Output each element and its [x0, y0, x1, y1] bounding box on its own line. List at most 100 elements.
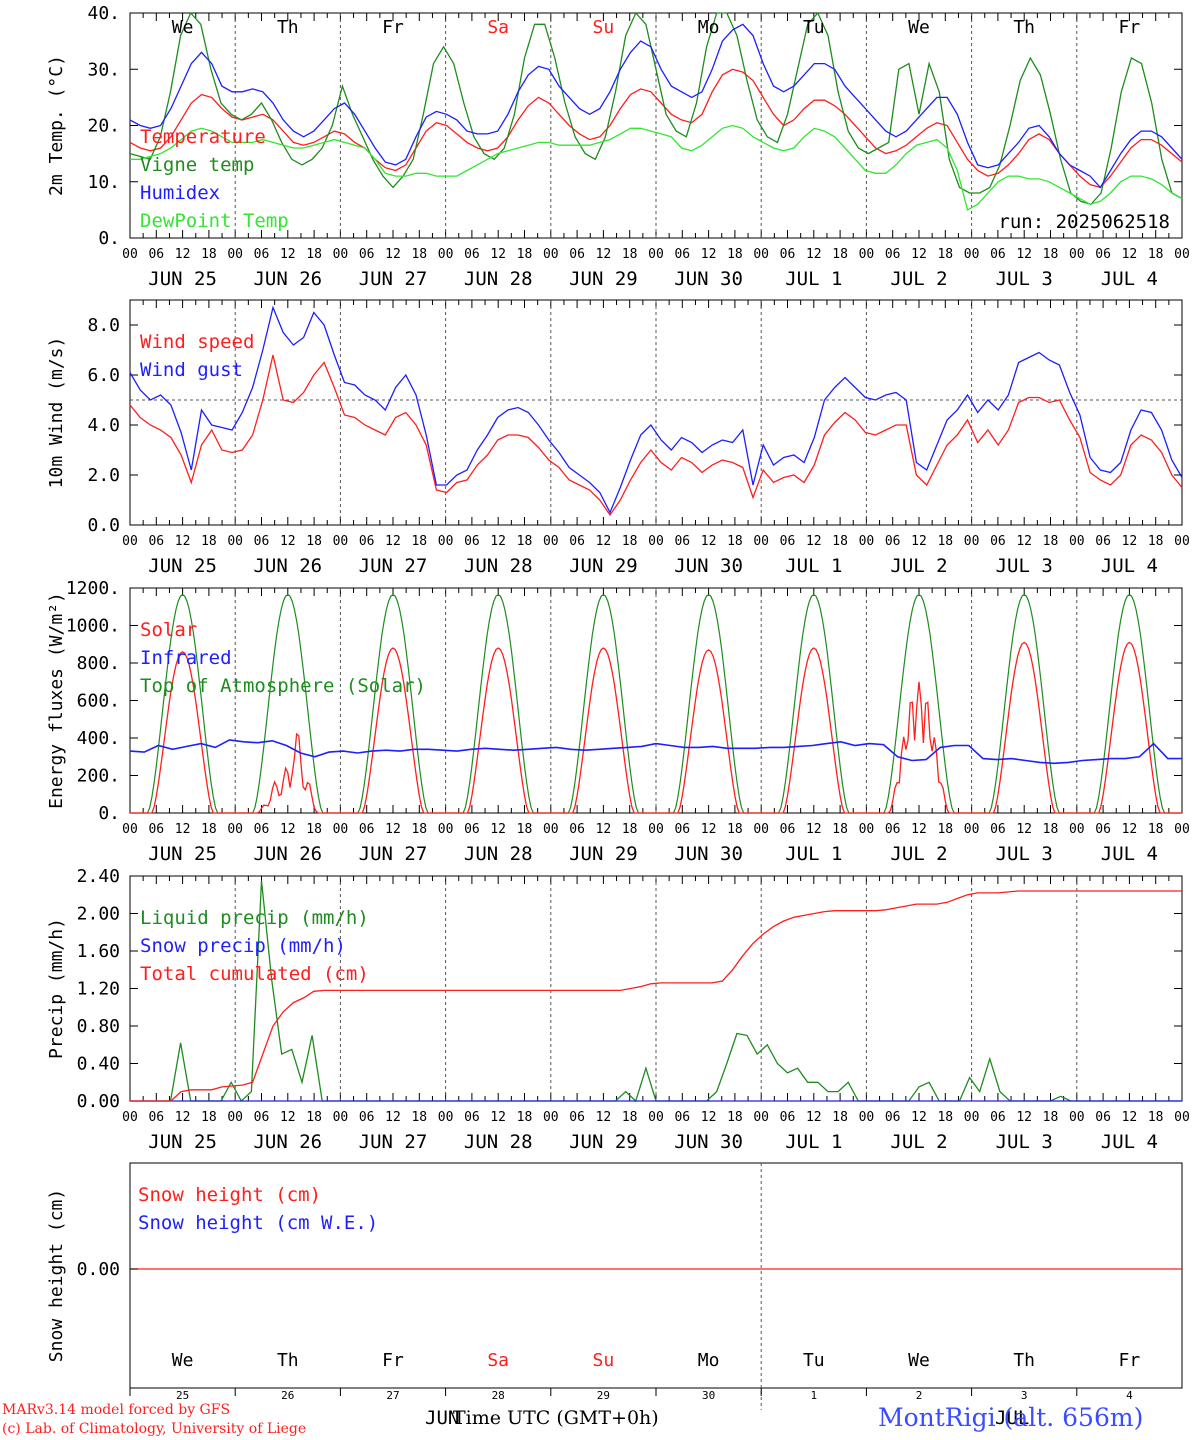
top-day-label: Mo	[698, 17, 720, 38]
wind-date-label: JUN 26	[253, 555, 322, 577]
precip-date-label: JUN 26	[253, 1131, 322, 1153]
temp-ytick-label: 10.	[87, 172, 120, 193]
precip-ytick-label: 1.60	[77, 941, 120, 962]
energy-legend-entry: Solar	[140, 619, 197, 641]
precip-hour-label: 12	[701, 1110, 717, 1125]
energy-hour-label: 12	[806, 822, 822, 837]
precip-hour-label: 00	[122, 1110, 138, 1125]
temp-ytick-label: 20.	[87, 116, 120, 137]
temp-hour-label: 00	[648, 247, 664, 262]
energy-date-label: JUN 25	[148, 843, 217, 865]
energy-date-label: JUN 30	[674, 843, 743, 865]
wind-hour-label: 12	[596, 534, 612, 549]
day-number: 29	[597, 1389, 610, 1402]
precip-ytick-label: 1.20	[77, 979, 120, 1000]
energy-hour-label: 18	[727, 822, 743, 837]
temp-hour-label: 12	[1016, 247, 1032, 262]
energy-legend-entry: Top of Atmosphere (Solar)	[140, 675, 426, 697]
top-day-label: Fr	[382, 17, 404, 38]
precip-date-label: JUL 1	[785, 1131, 842, 1153]
wind-hour-label: 00	[648, 534, 664, 549]
temp-date-label: JUN 29	[569, 268, 638, 290]
wind-hour-label: 18	[411, 534, 427, 549]
precip-date-label: JUN 27	[359, 1131, 428, 1153]
energy-date-label: JUN 29	[569, 843, 638, 865]
energy-ytick-label: 1000.	[66, 616, 120, 637]
temp-ylabel: 2m Temp. (°C)	[46, 55, 67, 196]
station-label: MontRigi (alt. 656m)	[878, 1403, 1144, 1432]
wind-hour-label: 06	[569, 534, 585, 549]
temp-hour-label: 18	[517, 247, 533, 262]
temp-hour-label: 06	[885, 247, 901, 262]
precip-hour-label: 12	[911, 1110, 927, 1125]
precip-hour-label: 00	[543, 1110, 559, 1125]
precip-hour-label: 18	[1043, 1110, 1059, 1125]
temp-hour-label: 12	[385, 247, 401, 262]
wind-hour-label: 18	[622, 534, 638, 549]
precip-ytick-label: 2.40	[77, 866, 120, 887]
precip-hour-label: 06	[990, 1110, 1006, 1125]
energy-hour-label: 12	[385, 822, 401, 837]
wind-date-label: JUL 2	[890, 555, 947, 577]
temp-series-line	[130, 124, 1183, 211]
top-day-label: Th	[277, 17, 299, 38]
precip-date-label: JUL 4	[1101, 1131, 1158, 1153]
energy-hour-label: 12	[490, 822, 506, 837]
wind-hour-label: 00	[753, 534, 769, 549]
energy-hour-label: 06	[885, 822, 901, 837]
temp-hour-label: 18	[411, 247, 427, 262]
solar-line	[130, 641, 1182, 814]
top-day-label: Tu	[803, 17, 825, 38]
wind-hour-label: 18	[937, 534, 953, 549]
temp-hour-label: 18	[201, 247, 217, 262]
temp-hour-label: 06	[148, 247, 164, 262]
wind-hour-label: 18	[727, 534, 743, 549]
precip-hour-label: 00	[1174, 1110, 1190, 1125]
wind-hour-label: 12	[175, 534, 191, 549]
energy-hour-label: 12	[1122, 822, 1138, 837]
temp-series-line	[129, 11, 1183, 206]
temp-hour-label: 06	[464, 247, 480, 262]
energy-hour-label: 00	[859, 822, 875, 837]
day-number: 4	[1126, 1389, 1133, 1402]
energy-hour-label: 12	[280, 822, 296, 837]
temp-hour-label: 12	[175, 247, 191, 262]
energy-date-label: JUL 4	[1101, 843, 1158, 865]
day-number: 30	[702, 1389, 715, 1402]
energy-hour-label: 18	[832, 822, 848, 837]
wind-date-label: JUN 30	[674, 555, 743, 577]
wind-hour-label: 18	[1148, 534, 1164, 549]
energy-hour-label: 18	[517, 822, 533, 837]
month-left-label: JUN	[425, 1407, 459, 1429]
wind-hour-label: 18	[1043, 534, 1059, 549]
snow-ytick-label: 0.00	[77, 1259, 120, 1280]
energy-hour-label: 00	[333, 822, 349, 837]
snow-ylabel: Snow height (cm)	[46, 1189, 67, 1362]
wind-date-label: JUN 25	[148, 555, 217, 577]
energy-hour-label: 06	[569, 822, 585, 837]
wind-hour-label: 00	[1069, 534, 1085, 549]
wind-hour-label: 18	[306, 534, 322, 549]
precip-hour-label: 18	[1148, 1110, 1164, 1125]
energy-hour-label: 12	[175, 822, 191, 837]
precip-hour-label: 18	[937, 1110, 953, 1125]
day-number: 27	[386, 1389, 399, 1402]
precip-date-label: JUN 30	[674, 1131, 743, 1153]
temp-hour-label: 00	[543, 247, 559, 262]
temp-hour-label: 12	[596, 247, 612, 262]
energy-hour-label: 18	[201, 822, 217, 837]
energy-ylabel: Energy fluxes (W/m²)	[46, 592, 67, 809]
energy-ytick-label: 600.	[77, 691, 120, 712]
precip-ytick-label: 0.80	[77, 1016, 120, 1037]
precip-hour-label: 12	[490, 1110, 506, 1125]
precip-date-label: JUL 2	[890, 1131, 947, 1153]
precip-hour-label: 06	[1095, 1110, 1111, 1125]
precip-hour-label: 06	[464, 1110, 480, 1125]
energy-hour-label: 00	[227, 822, 243, 837]
x-axis-title: Time UTC (GMT+0h)	[453, 1407, 659, 1429]
temp-date-label: JUN 26	[253, 268, 322, 290]
month-right-label: JUL	[995, 1407, 1029, 1429]
temp-hour-label: 00	[753, 247, 769, 262]
temp-hour-label: 00	[859, 247, 875, 262]
